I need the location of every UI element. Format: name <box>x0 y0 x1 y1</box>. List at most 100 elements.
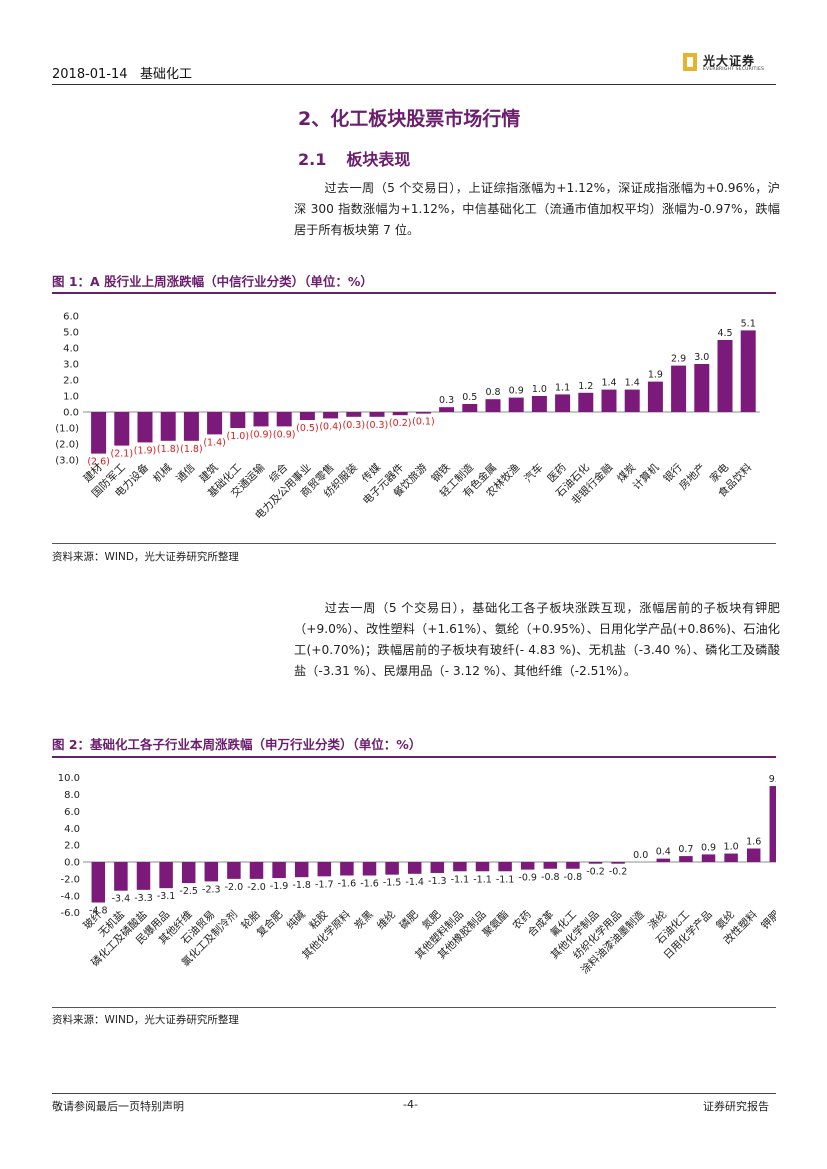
data-label: 9.0 <box>769 774 776 785</box>
data-label: (1.9) <box>134 445 157 456</box>
data-label: -2.0 <box>225 882 244 893</box>
bar-无机盐 <box>114 862 128 891</box>
bar-纺织服装 <box>346 412 362 417</box>
bar-农林牧渔 <box>508 397 524 412</box>
bar-食品饮料 <box>740 330 756 412</box>
data-label: -0.8 <box>541 872 560 883</box>
data-label: -1.1 <box>473 874 492 885</box>
category-label: 钾肥 <box>758 908 776 932</box>
figure-2-source: 资料来源：WIND，光大证券研究所整理 <box>52 1014 239 1026</box>
bar-其他橡胶制品 <box>475 862 490 872</box>
bar-日用化学产品 <box>701 854 716 862</box>
data-label: 1.0 <box>532 384 547 395</box>
bar-计算机 <box>647 381 663 412</box>
bar-商贸零售 <box>323 412 339 419</box>
data-label: 3.0 <box>694 352 709 363</box>
bar-氨纶 <box>724 853 738 862</box>
data-label: 1.1 <box>555 382 570 393</box>
bar-磷肥 <box>407 862 422 874</box>
bar-维纶 <box>385 862 399 875</box>
figure-2-chart: 10.08.06.04.02.00.0-2.0-4.0-6.0 -4.8玻纤-3.… <box>58 773 776 977</box>
data-label: -1.5 <box>383 878 402 889</box>
data-label: (0.5) <box>296 423 319 434</box>
bar-有色金属 <box>485 399 501 412</box>
section-heading: 2、化工板块股票市场行情 <box>298 108 521 130</box>
footer-disclaimer: 敬请参阅最后一页特别声明 <box>52 1100 184 1113</box>
y-tick-label: -6.0 <box>60 908 80 919</box>
data-label: (0.3) <box>343 420 366 431</box>
data-label: -1.9 <box>270 881 289 892</box>
category-label: 维纶 <box>374 908 398 932</box>
subsection-title: 板块表现 <box>346 150 411 169</box>
data-label: 1.0 <box>724 842 739 853</box>
paragraph-2-text: 过去一周（5 个交易日），基础化工各子板块涨跌互现，涨幅居前的子板块有钾肥（+9… <box>294 601 780 678</box>
y-tick-label: 2.0 <box>63 376 79 387</box>
data-label: 2.9 <box>671 354 686 365</box>
data-label: (1.8) <box>180 444 203 455</box>
bar-交通运输 <box>253 412 269 427</box>
bar-其他纤维 <box>181 862 196 884</box>
bar-粘胶 <box>317 862 332 877</box>
bar-玻纤 <box>91 862 106 903</box>
bar-建材 <box>91 412 107 454</box>
figure-1-source: 资料来源：WIND，光大证券研究所整理 <box>52 551 239 563</box>
y-tick-label: (1.0) <box>55 424 79 435</box>
bar-综合 <box>276 412 292 427</box>
bar-石油贸易 <box>204 862 219 882</box>
paragraph-2: 过去一周（5 个交易日），基础化工各子板块涨跌互现，涨幅居前的子板块有钾肥（+9… <box>294 598 780 682</box>
figure-2-rule <box>52 756 776 758</box>
data-label: 5.1 <box>741 318 756 329</box>
y-tick-label: -4.0 <box>60 891 80 902</box>
subsection-heading: 2.1 板块表现 <box>298 146 410 170</box>
data-label: -3.4 <box>112 894 131 905</box>
y-tick-label: 8.0 <box>64 790 80 801</box>
footer-divider <box>52 1093 776 1094</box>
paragraph-1: 过去一周（5 个交易日），上证综指涨幅为+1.12%，深证成指涨幅为+0.96%… <box>294 178 780 241</box>
bar-石油化工 <box>679 856 693 862</box>
bar-改性塑料 <box>746 848 761 862</box>
bar-涤纶 <box>656 858 671 862</box>
bar-钢铁 <box>439 407 455 412</box>
data-label: (2.1) <box>111 449 134 460</box>
category-label: 磷肥 <box>397 908 421 932</box>
bar-磷化工及磷酸盐 <box>136 862 151 890</box>
bar-电力及公用事业 <box>299 412 315 420</box>
bar-农药 <box>520 862 535 870</box>
category-label: 机械 <box>150 461 174 485</box>
paragraph-1-text: 过去一周（5 个交易日），上证综指涨幅为+1.12%，深证成指涨幅为+0.96%… <box>294 181 780 237</box>
logo-mark-icon <box>683 53 697 71</box>
company-logo: 光大证券 EVERBRIGHT SECURITIES <box>683 53 783 75</box>
bar-非银行金融 <box>601 389 617 412</box>
data-label: 0.0 <box>633 850 648 861</box>
data-label: -1.8 <box>292 880 311 891</box>
y-tick-label: 3.0 <box>63 360 79 371</box>
report-header: 2018-01-14 基础化工 <box>52 63 192 82</box>
bar-氯化工及制冷剂 <box>227 862 241 879</box>
y-tick-label: 10.0 <box>58 773 80 784</box>
y-tick-label: 2.0 <box>64 841 80 852</box>
category-label: 房地产 <box>676 461 707 492</box>
y-tick-label: -2.0 <box>60 874 80 885</box>
report-sector: 基础化工 <box>139 67 192 82</box>
bar-建筑 <box>207 412 223 435</box>
bar-电力设备 <box>137 412 153 443</box>
data-label: (0.9) <box>250 429 273 440</box>
data-label: -0.2 <box>609 867 628 878</box>
data-label: 1.4 <box>625 378 640 389</box>
data-label: -4.8 <box>89 906 108 917</box>
y-tick-label: 6.0 <box>63 312 79 323</box>
data-label: (0.9) <box>273 429 296 440</box>
data-label: 0.5 <box>462 392 477 403</box>
bar-氮肥 <box>430 862 445 873</box>
bar-通信 <box>183 412 199 441</box>
y-tick-label: 4.0 <box>63 344 79 355</box>
bar-汽车 <box>531 396 547 412</box>
bar-复合肥 <box>272 862 286 879</box>
category-label: 聚氨酯 <box>480 908 511 939</box>
category-label: 纯碱 <box>284 908 308 932</box>
figure-1-rule <box>52 292 776 294</box>
data-label: -0.8 <box>564 872 583 883</box>
y-tick-label: 5.0 <box>63 328 79 339</box>
data-label: 0.4 <box>656 847 671 858</box>
data-label: -0.9 <box>518 873 537 884</box>
